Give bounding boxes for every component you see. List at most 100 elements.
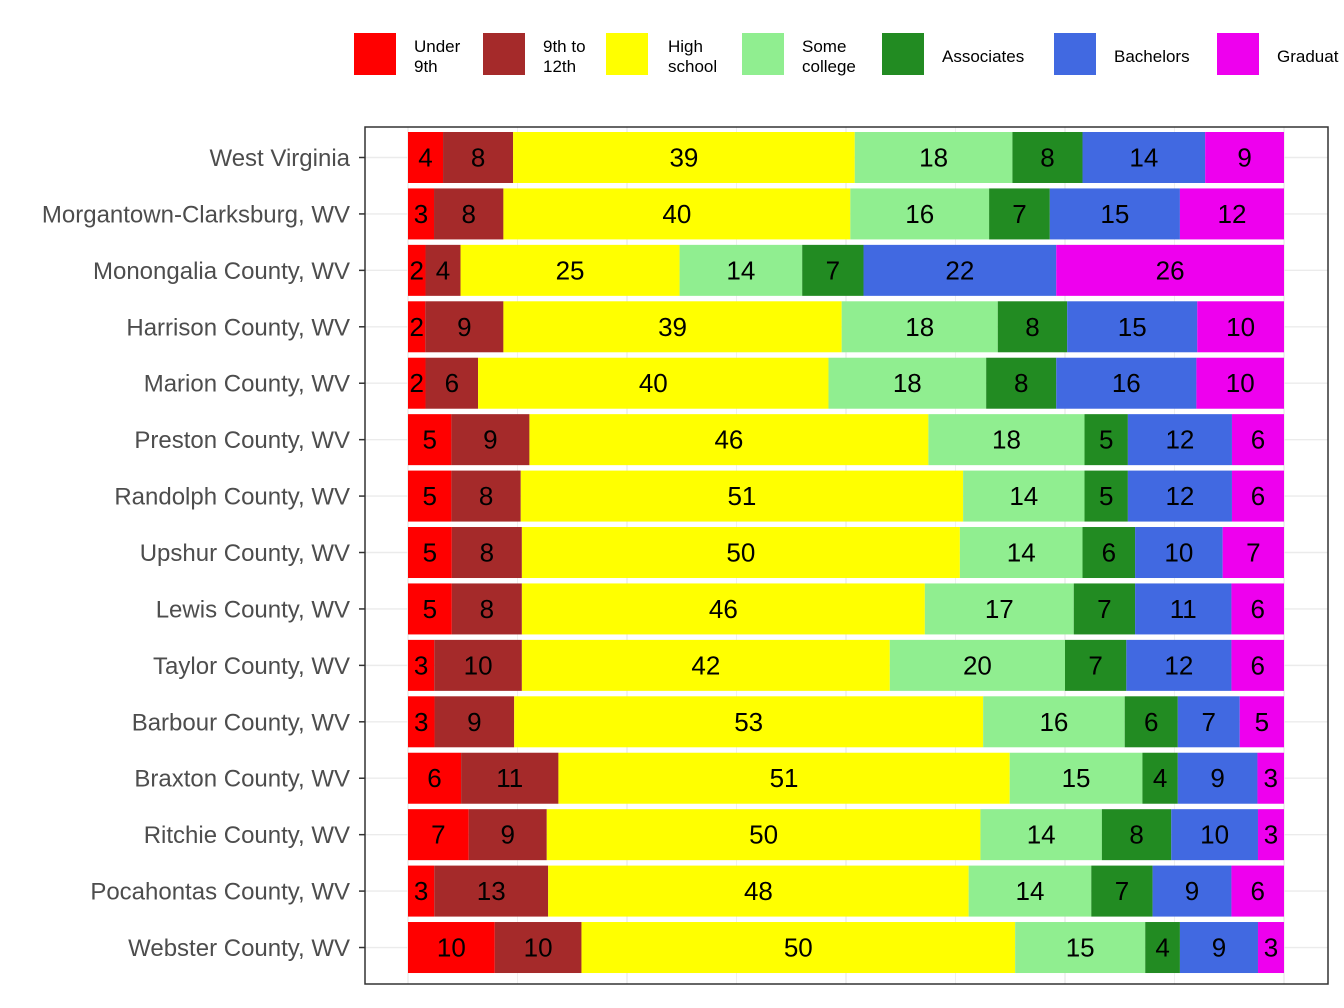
bar-segment-high-school bbox=[529, 414, 929, 466]
bar-value-label: 40 bbox=[662, 199, 691, 229]
bar-value-label: 8 bbox=[461, 199, 475, 229]
bar-segment-graduate bbox=[1257, 922, 1284, 974]
bar-segment-high-school bbox=[503, 188, 851, 240]
legend-label: Associates bbox=[942, 47, 1024, 66]
y-tick-label: Lewis County, WV bbox=[156, 596, 350, 623]
bar-segment-under-9th bbox=[408, 414, 452, 466]
bar-value-label: 6 bbox=[1251, 481, 1265, 511]
bar-segment-graduate bbox=[1231, 639, 1284, 691]
bar-segment-graduate bbox=[1222, 527, 1284, 579]
bar-value-label: 10 bbox=[464, 650, 493, 680]
bar-segment-associates bbox=[1084, 470, 1128, 522]
bar-value-label: 10 bbox=[524, 933, 553, 963]
bar-value-label: 8 bbox=[1014, 368, 1028, 398]
bar-row-braxton-county-wv bbox=[408, 752, 1284, 804]
legend-key bbox=[882, 33, 924, 75]
bar-segment-associates bbox=[986, 357, 1057, 409]
bar-value-label: 7 bbox=[1202, 707, 1216, 737]
bar-segment-high-school bbox=[514, 696, 984, 748]
bar-value-label: 10 bbox=[1226, 368, 1255, 398]
bar-row-ritchie-county-wv bbox=[408, 809, 1284, 861]
bar-segment-some-college bbox=[963, 470, 1085, 522]
bar-segment-under-9th bbox=[408, 865, 435, 917]
bar-segment-under-9th bbox=[408, 527, 452, 579]
bar-segment-9th-to-12th bbox=[494, 922, 582, 974]
bar-value-label: 50 bbox=[726, 538, 755, 568]
legend-key bbox=[354, 33, 396, 75]
y-tick-label: Preston County, WV bbox=[134, 427, 350, 454]
bar-segment-graduate bbox=[1197, 301, 1284, 353]
bar-value-label: 8 bbox=[479, 481, 493, 511]
y-tick-label: Marion County, WV bbox=[144, 371, 350, 398]
bar-row-monongalia-county-wv bbox=[408, 244, 1284, 296]
bar-segment-under-9th bbox=[408, 696, 435, 748]
bar-segment-associates bbox=[1065, 639, 1127, 691]
bar-segment-associates bbox=[802, 244, 864, 296]
legend-key bbox=[483, 33, 525, 75]
bar-segment-high-school bbox=[520, 470, 964, 522]
bar-value-label: 8 bbox=[480, 538, 494, 568]
bar-segment-high-school bbox=[558, 752, 1010, 804]
bar-segment-under-9th bbox=[408, 301, 426, 353]
bar-segment-under-9th bbox=[408, 188, 435, 240]
bar-value-label: 6 bbox=[427, 763, 441, 793]
bar-segment-associates bbox=[989, 188, 1050, 240]
bar-segment-some-college bbox=[1009, 752, 1143, 804]
bar-segment-graduate bbox=[1179, 188, 1284, 240]
bar-segment-graduate bbox=[1239, 696, 1284, 748]
bar-segment-some-college bbox=[980, 809, 1102, 861]
bar-segment-graduate bbox=[1056, 244, 1284, 296]
bar-value-label: 4 bbox=[418, 143, 432, 173]
bar-segment-associates bbox=[1091, 865, 1153, 917]
bar-value-label: 10 bbox=[1226, 312, 1255, 342]
bar-segment-some-college bbox=[983, 696, 1125, 748]
legend-item-associates: Associates bbox=[882, 33, 1024, 75]
bar-value-label: 3 bbox=[414, 707, 428, 737]
y-tick-label: Monongalia County, WV bbox=[93, 258, 350, 285]
bar-value-label: 8 bbox=[1025, 312, 1039, 342]
bar-segment-high-school bbox=[460, 244, 680, 296]
y-tick-label: Morgantown-Clarksburg, WV bbox=[42, 201, 350, 228]
bar-value-label: 9 bbox=[501, 820, 515, 850]
bar-value-label: 8 bbox=[1040, 143, 1054, 173]
bar-segment-9th-to-12th bbox=[425, 244, 461, 296]
bar-value-label: 39 bbox=[658, 312, 687, 342]
bar-value-label: 17 bbox=[985, 594, 1014, 624]
bar-segment-9th-to-12th bbox=[451, 414, 530, 466]
bar-segment-some-college bbox=[850, 188, 990, 240]
bar-value-label: 14 bbox=[1007, 538, 1036, 568]
y-tick-label: Barbour County, WV bbox=[132, 709, 350, 736]
y-tick-label: Harrison County, WV bbox=[126, 314, 350, 341]
bar-segment-9th-to-12th bbox=[443, 132, 514, 183]
bar-row-pocahontas-county-wv bbox=[408, 865, 1284, 917]
legend-key bbox=[1217, 33, 1259, 75]
bar-value-label: 9 bbox=[483, 425, 497, 455]
legend-item-high-school: High school bbox=[606, 33, 717, 76]
bar-value-label: 18 bbox=[905, 312, 934, 342]
bar-value-label: 6 bbox=[1250, 650, 1264, 680]
bar-value-label: 6 bbox=[1251, 425, 1265, 455]
bar-segment-bachelors bbox=[1135, 527, 1223, 579]
legend-key bbox=[1054, 33, 1096, 75]
bar-row-randolph-county-wv bbox=[408, 470, 1284, 522]
bar-value-label: 9 bbox=[1185, 876, 1199, 906]
bar-segment-under-9th bbox=[408, 922, 495, 974]
bar-segment-graduate bbox=[1231, 865, 1284, 917]
bar-segment-bachelors bbox=[863, 244, 1057, 296]
bar-segment-graduate bbox=[1231, 470, 1284, 522]
bar-row-preston-county-wv bbox=[408, 414, 1284, 466]
bar-segment-high-school bbox=[521, 527, 960, 579]
bar-value-label: 5 bbox=[1099, 481, 1113, 511]
bar-segment-associates bbox=[1145, 922, 1180, 974]
y-tick-label: West Virginia bbox=[209, 145, 350, 172]
y-axis: West Virginia Morgantown-Clarksburg, WV Mo… bbox=[42, 145, 365, 962]
bar-value-label: 3 bbox=[414, 650, 428, 680]
bar-value-label: 13 bbox=[477, 876, 506, 906]
bar-value-label: 39 bbox=[669, 143, 698, 173]
legend-key bbox=[606, 33, 648, 75]
bar-value-label: 12 bbox=[1165, 425, 1194, 455]
plot-border bbox=[364, 126, 1329, 985]
bar-value-label: 51 bbox=[727, 481, 756, 511]
bar-value-label: 14 bbox=[726, 255, 755, 285]
